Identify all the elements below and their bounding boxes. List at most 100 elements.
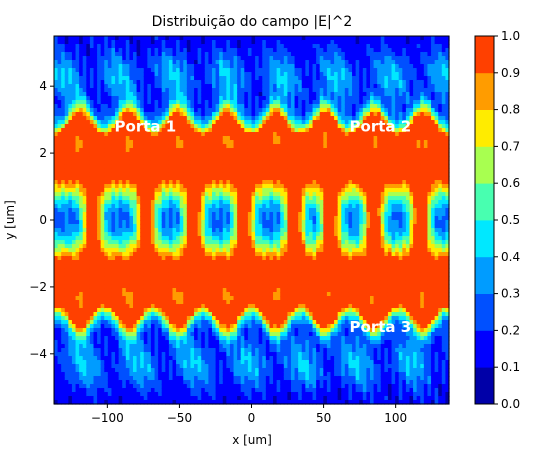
heatmap-cell bbox=[201, 236, 206, 241]
heatmap-cell bbox=[158, 228, 163, 233]
heatmap-cell bbox=[104, 136, 109, 141]
heatmap-cell bbox=[61, 36, 66, 41]
heatmap-cell bbox=[97, 140, 102, 145]
heatmap-cell bbox=[212, 360, 217, 365]
heatmap-cell bbox=[64, 348, 69, 353]
heatmap-cell bbox=[68, 388, 73, 393]
heatmap-cell bbox=[176, 312, 181, 317]
heatmap-cell bbox=[111, 356, 116, 361]
heatmap-cell bbox=[222, 112, 227, 117]
heatmap-cell bbox=[154, 76, 159, 81]
heatmap-cell bbox=[147, 276, 152, 281]
heatmap-cell bbox=[57, 72, 62, 77]
heatmap-cell bbox=[89, 204, 95, 209]
heatmap-cell bbox=[194, 212, 199, 217]
heatmap-cell bbox=[122, 148, 127, 153]
heatmap-cell bbox=[190, 396, 195, 401]
heatmap-cell bbox=[57, 224, 62, 229]
heatmap-cell bbox=[136, 256, 141, 261]
heatmap-cell bbox=[179, 208, 184, 213]
heatmap-cell bbox=[129, 44, 134, 49]
heatmap-cell bbox=[215, 236, 220, 241]
heatmap-cell bbox=[79, 396, 84, 401]
heatmap-cell bbox=[244, 140, 249, 145]
heatmap-cell bbox=[154, 256, 159, 261]
heatmap-cell bbox=[237, 224, 242, 229]
heatmap-cell bbox=[237, 220, 242, 225]
heatmap-cell bbox=[161, 232, 166, 237]
heatmap-cell bbox=[204, 88, 210, 93]
heatmap-cell bbox=[183, 104, 188, 109]
heatmap-cell bbox=[115, 148, 120, 153]
heatmap-cell bbox=[61, 204, 66, 209]
heatmap-cell bbox=[136, 100, 141, 105]
heatmap-cell bbox=[104, 96, 109, 101]
heatmap-cell bbox=[197, 240, 202, 245]
heatmap-cell bbox=[176, 288, 181, 293]
heatmap-cell bbox=[158, 292, 163, 297]
heatmap-cell bbox=[183, 76, 188, 81]
heatmap-cell bbox=[165, 128, 170, 133]
heatmap-cell bbox=[75, 348, 80, 353]
heatmap-cell bbox=[115, 396, 120, 401]
heatmap-cell bbox=[212, 308, 217, 313]
heatmap-cell bbox=[140, 256, 145, 261]
heatmap-cell bbox=[143, 264, 148, 269]
heatmap-cell bbox=[179, 92, 184, 97]
heatmap-cell bbox=[240, 296, 245, 301]
heatmap-cell bbox=[97, 48, 102, 53]
heatmap-cell bbox=[133, 372, 138, 377]
heatmap-cell bbox=[54, 68, 59, 73]
heatmap-cell bbox=[176, 320, 181, 325]
heatmap-cell bbox=[115, 400, 120, 405]
heatmap-cell bbox=[215, 264, 220, 269]
heatmap-cell bbox=[122, 76, 127, 81]
heatmap-cell bbox=[140, 200, 145, 205]
heatmap-cell bbox=[111, 292, 116, 297]
heatmap-cell bbox=[129, 204, 134, 209]
heatmap-cell bbox=[79, 104, 84, 109]
heatmap-cell bbox=[93, 340, 98, 345]
heatmap-cell bbox=[111, 332, 116, 337]
heatmap-cell bbox=[133, 88, 138, 93]
heatmap-cell bbox=[183, 188, 188, 193]
heatmap-cell bbox=[154, 192, 159, 197]
heatmap-cell bbox=[183, 212, 188, 217]
heatmap-cell bbox=[176, 116, 181, 121]
heatmap-cell bbox=[244, 96, 249, 101]
heatmap-cell bbox=[244, 304, 249, 309]
heatmap-cell bbox=[150, 224, 156, 229]
heatmap-cell bbox=[93, 152, 98, 157]
heatmap-cell bbox=[179, 140, 184, 145]
heatmap-cell bbox=[215, 132, 220, 137]
heatmap-cell bbox=[219, 180, 224, 185]
heatmap-cell bbox=[97, 120, 102, 125]
heatmap-cell bbox=[100, 72, 105, 77]
heatmap-cell bbox=[183, 392, 188, 397]
heatmap-cell bbox=[86, 284, 91, 289]
heatmap-cell bbox=[237, 44, 242, 49]
heatmap-cell bbox=[129, 384, 134, 389]
heatmap-cell bbox=[194, 336, 199, 341]
heatmap-cell bbox=[143, 352, 148, 357]
heatmap-cell bbox=[186, 240, 192, 245]
heatmap-cell bbox=[176, 268, 181, 273]
heatmap-cell bbox=[71, 332, 77, 337]
heatmap-cell bbox=[208, 300, 213, 305]
heatmap-cell bbox=[64, 388, 69, 393]
heatmap-cell bbox=[215, 40, 220, 45]
heatmap-cell bbox=[61, 244, 66, 249]
heatmap-cell bbox=[186, 220, 192, 225]
heatmap-cell bbox=[107, 220, 113, 225]
heatmap-cell bbox=[183, 56, 188, 61]
heatmap-cell bbox=[165, 200, 170, 205]
heatmap-cell bbox=[150, 360, 156, 365]
heatmap-cell bbox=[118, 100, 123, 105]
heatmap-cell bbox=[244, 284, 249, 289]
heatmap-cell bbox=[229, 360, 235, 365]
heatmap-cell bbox=[136, 248, 141, 253]
heatmap-cell bbox=[186, 268, 192, 273]
heatmap-cell bbox=[143, 344, 148, 349]
heatmap-cell bbox=[82, 92, 87, 97]
heatmap-cell bbox=[71, 64, 77, 69]
